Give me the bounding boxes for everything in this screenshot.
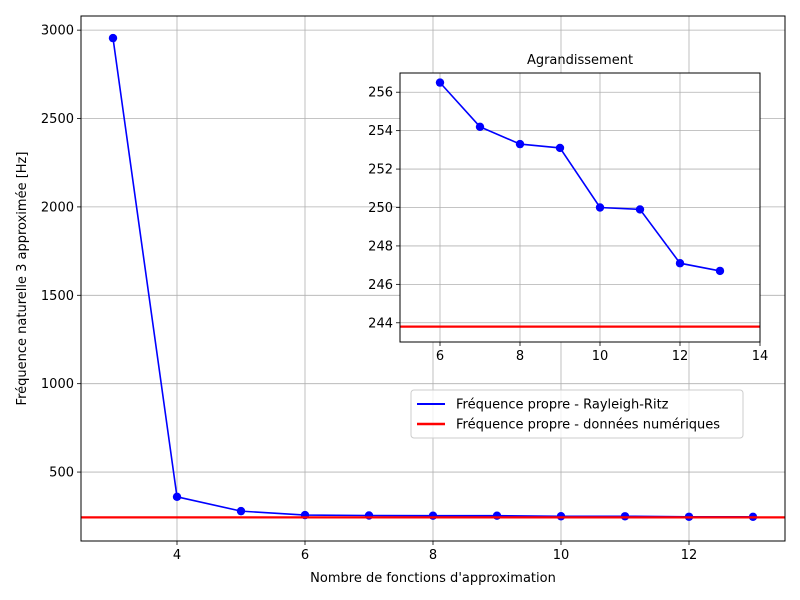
main-x-tick-label: 10: [553, 548, 570, 563]
main-y-tick-label: 2500: [41, 112, 74, 127]
inset-y-tick-label: 254: [368, 124, 393, 139]
inset-y-tick-label: 256: [368, 86, 393, 101]
main-y-tick-label: 3000: [41, 24, 74, 39]
x-axis-label: Nombre de fonctions d'approximation: [310, 571, 556, 586]
inset-x-tick-label: 8: [516, 349, 524, 364]
main-x-tick-label: 4: [173, 548, 181, 563]
main-y-tick-label: 1500: [41, 289, 74, 304]
inset-marks: [400, 78, 760, 328]
inset-x-tick-label: 12: [672, 349, 689, 364]
inset-data-point: [515, 139, 525, 149]
inset-series-line: [439, 82, 721, 272]
main-data-point: [108, 33, 118, 43]
main-data-point: [172, 492, 182, 502]
main-x-tick-label: 12: [681, 548, 698, 563]
main-x-tick-label: 6: [301, 548, 309, 563]
main-y-tick-label: 500: [49, 466, 74, 481]
inset-data-point: [715, 266, 725, 276]
inset-x-tick-label: 10: [592, 349, 609, 364]
legend: Fréquence propre - Rayleigh-Ritz Fréquen…: [410, 389, 744, 439]
inset-ticks: 6 8 10 12 14 244 246 248 250 252 254 256: [368, 86, 768, 364]
main-marks: [81, 33, 785, 522]
legend-entry-rayleigh-ritz: Fréquence propre - Rayleigh-Ritz: [456, 398, 669, 413]
main-data-point: [236, 506, 246, 516]
inset-grid: [400, 73, 761, 342]
inset-y-tick-label: 250: [368, 201, 393, 216]
inset-y-tick-label: 248: [368, 239, 393, 254]
inset-data-point: [475, 122, 485, 131]
inset-data-point: [635, 205, 645, 214]
inset-title: Agrandissement: [527, 53, 633, 68]
inset-y-tick-label: 244: [368, 316, 393, 331]
legend-entry-numerical-data: Fréquence propre - données numériques: [456, 418, 720, 433]
inset-x-tick-label: 6: [436, 349, 444, 364]
main-data-point: [364, 511, 374, 520]
legend-box: [410, 389, 744, 439]
main-ticks: 4 6 8 10 12 500 1000 1500 2000 2500 3000: [41, 24, 697, 563]
inset-y-tick-label: 246: [368, 278, 393, 293]
inset-data-point: [675, 259, 685, 268]
y-axis-label: Fréquence naturelle 3 approximée [Hz]: [15, 152, 30, 406]
main-data-point: [428, 511, 438, 520]
inset-x-tick-label: 14: [752, 349, 769, 364]
inset-y-tick-label: 252: [368, 163, 393, 178]
main-y-tick-label: 2000: [41, 200, 74, 215]
inset-data-point: [435, 78, 445, 87]
main-x-tick-label: 8: [429, 548, 437, 563]
inset-data-point: [595, 203, 605, 212]
inset-data-point: [555, 143, 565, 153]
main-data-point: [492, 511, 502, 520]
main-y-tick-label: 1000: [41, 377, 74, 392]
inset-chart: 6 8 10 12 14 244 246 248 250 252 254 256 Agrandisse…: [368, 53, 768, 364]
